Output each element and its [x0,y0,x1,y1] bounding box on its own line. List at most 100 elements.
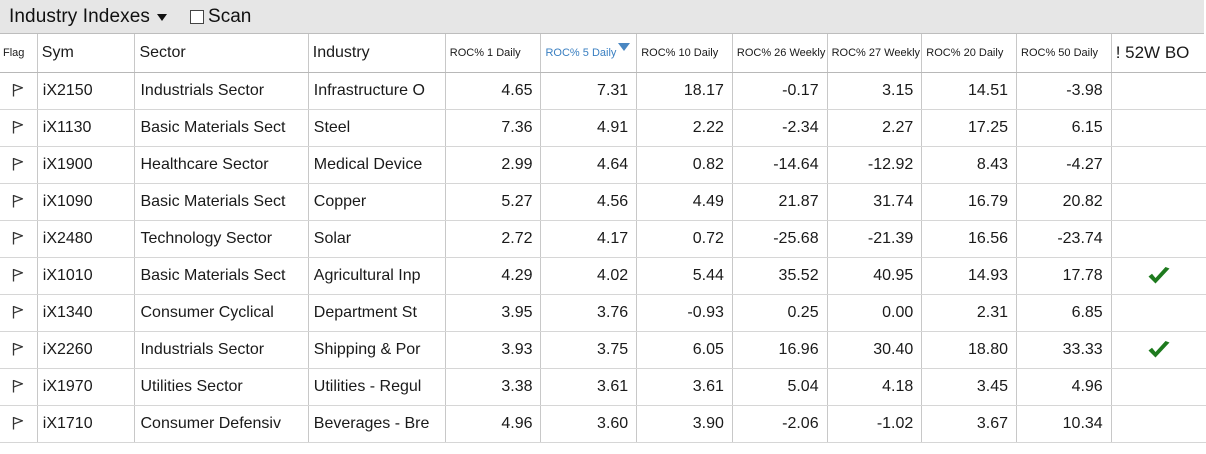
table-row[interactable]: iX1130 Basic Materials Sect Steel 7.36 4.91 2… [0,109,1206,147]
flag-icon[interactable] [12,156,24,173]
cell-roc26w: 16.96 [731,331,828,369]
cell-roc10: 18.17 [636,72,733,110]
cell-roc1: 2.72 [444,220,541,258]
flag-icon[interactable] [12,267,24,284]
cell-sector: Industrials Sector [134,331,309,369]
cell-sym: iX1130 [36,109,135,147]
column-header-roc20-daily[interactable]: ROC% 20 Daily [921,34,1017,73]
column-header-roc10-daily[interactable]: ROC% 10 Daily [636,34,733,73]
cell-sym: iX2260 [36,331,135,369]
table-row[interactable]: iX1970 Utilities Sector Utilities - Regul 3… [0,368,1206,406]
cell-sym: iX2150 [36,72,135,110]
cell-roc5: 3.61 [540,368,637,406]
column-header-roc5-daily[interactable]: ROC% 5 Daily [540,34,637,73]
flag-cell[interactable] [0,183,38,221]
table-row[interactable]: iX2150 Industrials Sector Infrastructure O… [0,72,1206,110]
cell-roc27w: -21.39 [826,220,922,258]
flag-cell[interactable] [0,331,38,369]
cell-roc50: 10.34 [1016,405,1112,443]
flag-icon[interactable] [12,119,24,136]
cell-52w-breakout [1110,109,1206,147]
cell-roc1: 3.38 [444,368,541,406]
cell-roc10: 6.05 [636,331,733,369]
scan-checkbox[interactable] [190,9,205,24]
cell-sym: iX1710 [36,405,135,443]
flag-cell[interactable] [0,220,38,258]
flag-icon[interactable] [12,304,24,321]
industry-table: Flag Sym Sector Industry ROC% 1 Daily RO… [0,34,1206,443]
column-header-roc27-weekly[interactable]: ROC% 27 Weekly [826,34,922,73]
column-header-roc26-weekly[interactable]: ROC% 26 Weekly [731,34,828,73]
flag-icon[interactable] [12,193,24,210]
cell-sector: Technology Sector [134,220,309,258]
table-row[interactable]: iX1010 Basic Materials Sect Agricultural I… [0,257,1206,295]
table-body: iX2150 Industrials Sector Infrastructure O… [0,72,1206,443]
table-row[interactable]: iX2480 Technology Sector Solar 2.72 4.17 0.72… [0,220,1206,258]
table-row[interactable]: iX1710 Consumer Defensiv Beverages - Bre 4.… [0,405,1206,443]
flag-icon[interactable] [12,341,24,358]
flag-icon[interactable] [12,230,24,247]
cell-roc26w: -14.64 [731,146,828,184]
cell-sym: iX1090 [36,183,135,221]
cell-roc10: 5.44 [636,257,733,295]
cell-roc20: 16.79 [921,183,1017,221]
indexes-dropdown[interactable]: Industry Indexes [9,5,168,28]
cell-roc10: -0.93 [636,294,733,332]
cell-roc50: 20.82 [1016,183,1112,221]
checkmark-icon [1147,340,1171,358]
cell-roc5: 4.91 [540,109,637,147]
scan-toggle[interactable]: Scan [190,6,251,28]
column-header-52w-breakout[interactable]: ! 52W BO [1110,34,1206,73]
cell-52w-breakout [1110,146,1206,184]
cell-sector: Basic Materials Sect [134,183,309,221]
cell-roc50: 4.96 [1016,368,1112,406]
cell-sym: iX2480 [36,220,135,258]
cell-roc27w: -1.02 [826,405,922,443]
cell-roc27w: 40.95 [826,257,922,295]
cell-52w-breakout [1110,257,1206,295]
flag-icon[interactable] [12,415,24,432]
cell-52w-breakout [1110,183,1206,221]
column-header-roc1-daily[interactable]: ROC% 1 Daily [444,34,541,73]
cell-sector: Basic Materials Sect [134,257,309,295]
column-header-roc5-label: ROC% 5 Daily [545,46,617,59]
cell-roc50: -4.27 [1016,146,1112,184]
column-header-roc50-daily[interactable]: ROC% 50 Daily [1016,34,1112,73]
cell-roc1: 5.27 [444,183,541,221]
column-header-flag[interactable]: Flag [0,34,38,73]
cell-roc27w: 31.74 [826,183,922,221]
flag-icon[interactable] [12,378,24,395]
cell-roc1: 3.95 [444,294,541,332]
flag-cell[interactable] [0,405,38,443]
cell-roc26w: -2.06 [731,405,828,443]
cell-roc20: 14.93 [921,257,1017,295]
table-row[interactable]: iX1900 Healthcare Sector Medical Device 2.9… [0,146,1206,184]
flag-cell[interactable] [0,146,38,184]
cell-roc27w: 3.15 [826,72,922,110]
table-row[interactable]: iX2260 Industrials Sector Shipping & Por 3.… [0,331,1206,369]
table-row[interactable]: iX1090 Basic Materials Sect Copper 5.27 4.56… [0,183,1206,221]
flag-cell[interactable] [0,368,38,406]
flag-cell[interactable] [0,109,38,147]
cell-sector: Basic Materials Sect [134,109,309,147]
cell-industry: Shipping & Por [307,331,446,369]
cell-roc1: 2.99 [444,146,541,184]
cell-sym: iX1900 [36,146,135,184]
cell-roc20: 3.45 [921,368,1017,406]
column-header-sector[interactable]: Sector [134,34,309,73]
cell-sector: Industrials Sector [134,72,309,110]
cell-roc27w: 0.00 [826,294,922,332]
cell-roc50: -3.98 [1016,72,1112,110]
flag-cell[interactable] [0,294,38,332]
column-header-industry[interactable]: Industry [307,34,446,73]
flag-icon[interactable] [12,82,24,99]
cell-sector: Utilities Sector [134,368,309,406]
cell-industry: Steel [307,109,446,147]
column-header-sym[interactable]: Sym [36,34,135,73]
table-row[interactable]: iX1340 Consumer Cyclical Department St 3.95… [0,294,1206,332]
panel-title: Industry Indexes [9,5,151,27]
flag-cell[interactable] [0,257,38,295]
flag-cell[interactable] [0,72,38,110]
cell-roc50: 33.33 [1016,331,1112,369]
